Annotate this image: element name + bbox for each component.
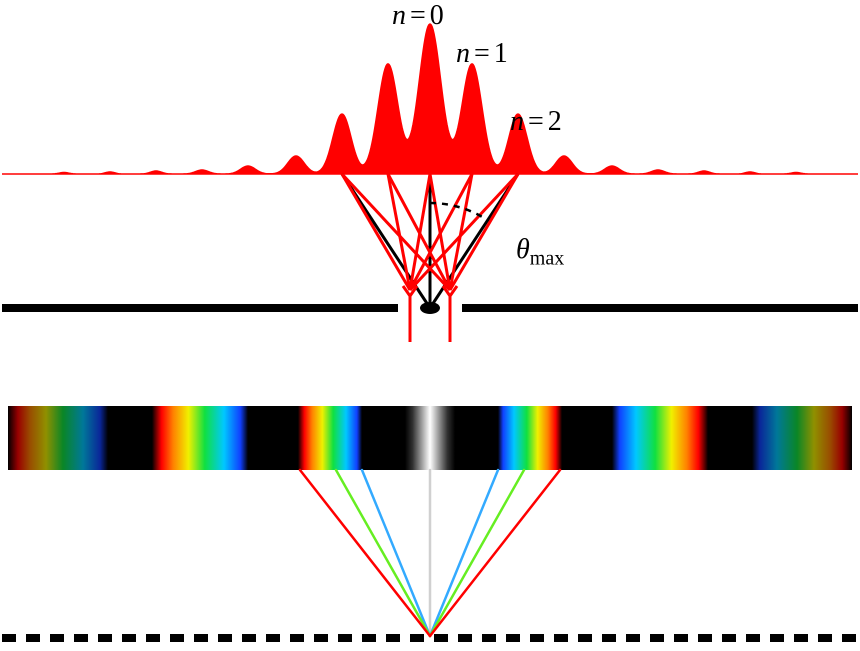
- spectrum-order: [8, 406, 108, 470]
- spectrum-ray: [300, 470, 430, 636]
- label-n2-val: 2: [548, 106, 562, 137]
- label-n0-eq: =: [410, 0, 426, 31]
- label-theta: θmax: [516, 234, 564, 271]
- label-n1: n=1: [456, 38, 508, 70]
- spectrum-ray: [336, 470, 430, 636]
- spectrum-order: [612, 406, 708, 470]
- label-n2: n=2: [510, 106, 562, 138]
- spectrum-order: [498, 406, 562, 470]
- label-n0: n=0: [392, 0, 444, 32]
- spectrum-ray: [362, 470, 430, 636]
- spectrum-order: [298, 406, 362, 470]
- spectrum-order: [405, 406, 455, 470]
- diffraction-pattern: [2, 24, 858, 174]
- label-theta-sub: max: [530, 248, 564, 270]
- label-n0-var: n: [392, 0, 406, 31]
- spectrum-ray: [430, 470, 560, 636]
- label-n1-var: n: [456, 38, 470, 69]
- spectrum-ray: [430, 470, 524, 636]
- label-theta-var: θ: [516, 234, 530, 265]
- spectrum-order: [752, 406, 852, 470]
- label-n2-var: n: [510, 106, 524, 137]
- label-n0-val: 0: [430, 0, 444, 31]
- spectrum-ray: [430, 470, 498, 636]
- source-dot: [420, 302, 440, 314]
- label-n1-eq: =: [474, 38, 490, 69]
- spectrum-order: [152, 406, 248, 470]
- label-n1-val: 1: [494, 38, 508, 69]
- label-n2-eq: =: [528, 106, 544, 137]
